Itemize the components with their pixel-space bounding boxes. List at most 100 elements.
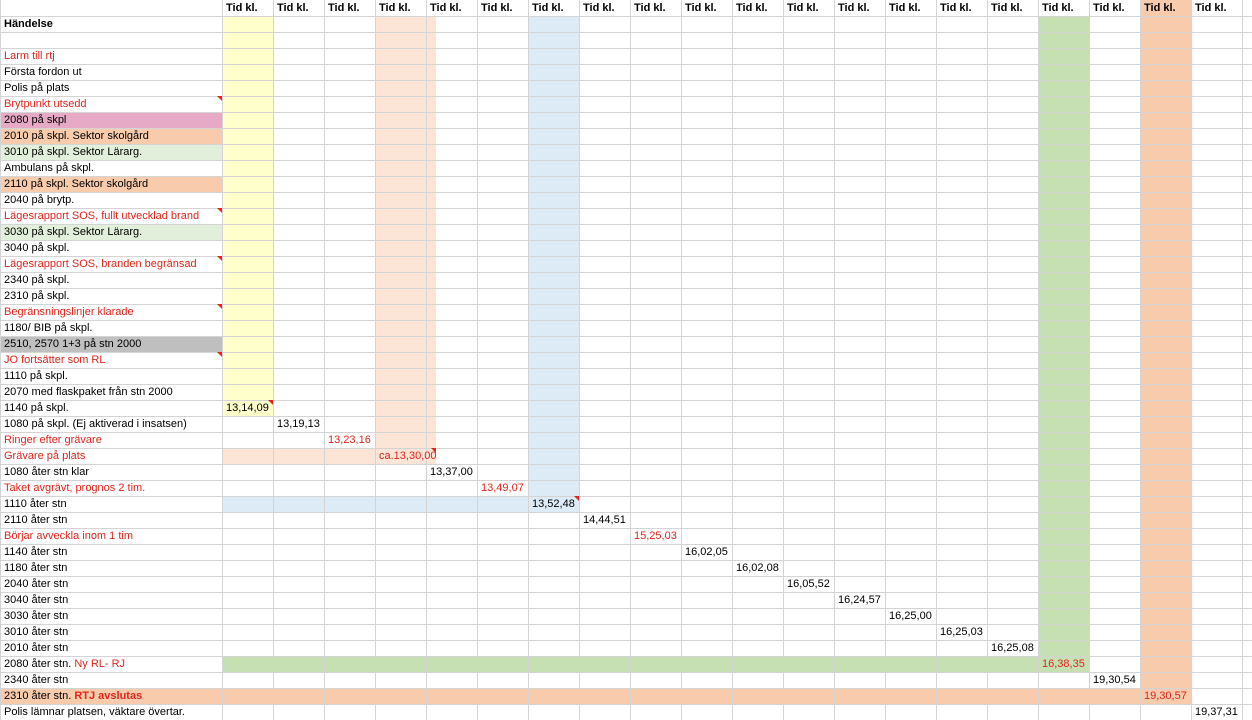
event-label: 2010 på skpl. Sektor skolgård xyxy=(4,130,149,142)
event-cell: Begränsningslinjer klarade xyxy=(0,304,222,320)
time-cell: 16,02,08 xyxy=(736,562,779,574)
event-label: 2110 på skpl. Sektor skolgård xyxy=(4,178,149,190)
time-cell: 13,49,07 xyxy=(481,482,524,494)
event-label: 2080 på skpl xyxy=(4,114,67,126)
event-fill xyxy=(0,224,222,240)
header-event: Händelse xyxy=(4,18,53,30)
event-label: 2040 åter stn xyxy=(4,578,69,590)
band-yellow xyxy=(222,16,273,416)
event-label: Första fordon ut xyxy=(4,66,82,78)
header-time-col: Tid kl. xyxy=(787,2,819,14)
event-cell: Börjar avveckla inom 1 tim xyxy=(0,528,222,544)
event-cell: Första fordon ut xyxy=(0,64,222,80)
time-cell: 13,19,13 xyxy=(277,418,320,430)
event-label: 1180 åter stn xyxy=(4,562,68,574)
event-cell: 2040 åter stn xyxy=(0,576,222,592)
event-cell: 1080 på skpl. (Ej aktiverad i insatsen) xyxy=(0,416,222,432)
header-time-col: Tid kl. xyxy=(430,2,462,14)
header-time-col: Tid kl. xyxy=(991,2,1023,14)
event-label: Grävare på plats xyxy=(4,450,86,462)
header-time-col: Tid kl. xyxy=(226,2,258,14)
comment-indicator-icon[interactable] xyxy=(217,352,222,357)
event-cell: 2110 åter stn xyxy=(0,512,222,528)
event-cell: Grävare på plats xyxy=(0,448,222,464)
event-cell: 2010 på skpl. Sektor skolgård xyxy=(0,128,222,144)
time-cell: 13,52,48 xyxy=(532,498,575,510)
event-cell: Brytpunkt utsedd xyxy=(0,96,222,112)
comment-indicator-icon[interactable] xyxy=(431,448,436,453)
event-label: Lägesrapport SOS, fullt utvecklad brand xyxy=(4,210,200,222)
comment-indicator-icon[interactable] xyxy=(268,400,273,405)
header-time-col: Tid kl. xyxy=(685,2,717,14)
header-time-col: Tid kl. xyxy=(838,2,870,14)
band-green xyxy=(1038,16,1089,672)
event-cell: Polis lämnar platsen, väktare övertar. xyxy=(0,704,222,720)
event-label: Polis lämnar platsen, väktare övertar. xyxy=(4,706,185,718)
event-cell: 3010 åter stn xyxy=(0,624,222,640)
header-time-col: Tid kl. xyxy=(379,2,411,14)
event-cell: 2010 åter stn xyxy=(0,640,222,656)
header-time-col: Tid kl. xyxy=(634,2,666,14)
comment-indicator-icon[interactable] xyxy=(217,208,222,213)
event-cell: 2510, 2570 1+3 på stn 2000 xyxy=(0,336,222,352)
event-label: 1110 åter stn xyxy=(4,498,67,510)
event-cell: Lägesrapport SOS, branden begränsad xyxy=(0,256,222,272)
event-note: Ny RL- RJ xyxy=(74,658,126,670)
time-cell: 19,37,31 xyxy=(1195,706,1238,718)
comment-indicator-icon[interactable] xyxy=(217,304,222,309)
event-label: JO fortsätter som RL xyxy=(4,354,106,366)
event-cell: 1180 åter stn xyxy=(0,560,222,576)
header-time-col: Tid kl. xyxy=(328,2,360,14)
header-time-col: Tid kl. xyxy=(1093,2,1125,14)
event-label: 2340 åter stn xyxy=(4,674,69,686)
event-label: Larm till rtj xyxy=(4,50,55,62)
event-cell: Lägesrapport SOS, fullt utvecklad brand xyxy=(0,208,222,224)
event-fill xyxy=(0,128,222,144)
event-cell: 1140 åter stn xyxy=(0,544,222,560)
event-label: 1180/ BIB på skpl. xyxy=(4,322,93,334)
comment-indicator-icon[interactable] xyxy=(217,96,222,101)
event-label: Polis på plats xyxy=(4,82,70,94)
event-label: 2040 på brytp. xyxy=(4,194,75,206)
event-fill xyxy=(0,176,222,192)
header-time-col: Tid kl. xyxy=(889,2,921,14)
event-cell: 1110 på skpl. xyxy=(0,368,222,384)
event-fill xyxy=(0,112,222,128)
event-label: 2080 åter stn. xyxy=(4,658,75,670)
event-cell: 2040 på brytp. xyxy=(0,192,222,208)
comment-indicator-icon[interactable] xyxy=(217,256,222,261)
header-time-col: Tid kl. xyxy=(532,2,564,14)
event-cell: 3010 på skpl. Sektor Lärarg. xyxy=(0,144,222,160)
time-cell: 16,25,03 xyxy=(940,626,983,638)
event-label: 2310 på skpl. xyxy=(4,290,70,302)
event-label: Brytpunkt utsedd xyxy=(4,98,87,110)
event-label: 2010 åter stn xyxy=(4,642,69,654)
time-cell: ca.13,30,00 xyxy=(379,450,437,462)
event-cell: Ambulans på skpl. xyxy=(0,160,222,176)
comment-indicator-icon[interactable] xyxy=(574,496,579,501)
time-cell: 19,30,54 xyxy=(1093,674,1136,686)
row-band-peach xyxy=(222,448,375,464)
event-label: 3010 på skpl. Sektor Lärarg. xyxy=(4,146,143,158)
event-label: 1140 åter stn xyxy=(4,546,68,558)
event-label: 2510, 2570 1+3 på stn 2000 xyxy=(4,338,142,350)
event-label: 3040 åter stn xyxy=(4,594,69,606)
header-time-col: Tid kl. xyxy=(481,2,513,14)
event-label: 1110 på skpl. xyxy=(4,370,68,382)
band-blue xyxy=(528,16,579,512)
event-label: 2110 åter stn xyxy=(4,514,68,526)
event-cell: 2310 på skpl. xyxy=(0,288,222,304)
event-label: Ambulans på skpl. xyxy=(4,162,94,174)
event-label: Begränsningslinjer klarade xyxy=(4,306,134,318)
event-cell: 3030 åter stn xyxy=(0,608,222,624)
event-label: 3030 åter stn xyxy=(4,610,69,622)
event-label: 2340 på skpl. xyxy=(4,274,70,286)
time-cell: 16,25,08 xyxy=(991,642,1034,654)
header-time-col: Tid kl. xyxy=(940,2,972,14)
event-cell: 1140 på skpl. xyxy=(0,400,222,416)
time-cell: 13,14,09 xyxy=(226,402,269,414)
event-cell: 2080 åter stn. Ny RL- RJ xyxy=(0,656,222,672)
header-time-col: Tid kl. xyxy=(1144,2,1176,14)
event-cell: 3030 på skpl. Sektor Lärarg. xyxy=(0,224,222,240)
event-cell: Taket avgrävt, prognos 2 tim. xyxy=(0,480,222,496)
